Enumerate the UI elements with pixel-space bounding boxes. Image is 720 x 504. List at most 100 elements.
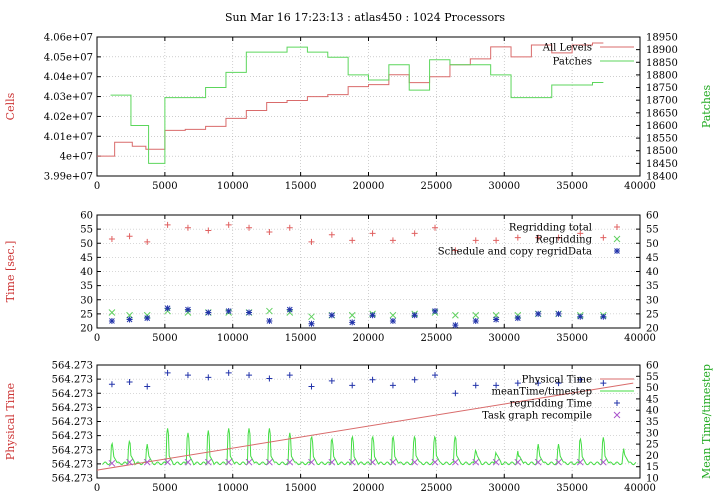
- y-tick-label-right: 50: [646, 239, 659, 250]
- regridding-time-point: [514, 380, 521, 387]
- data-point: [108, 317, 115, 324]
- x-tick-label: 10000: [217, 483, 249, 494]
- data-point: [472, 317, 479, 324]
- data-point: [308, 238, 315, 245]
- legend-label: Regridding total: [509, 223, 592, 234]
- data-point: [452, 322, 459, 329]
- task-graph-point: [492, 458, 500, 466]
- y-tick-label-left: 35: [80, 281, 93, 292]
- x-tick-label: 30000: [488, 333, 520, 344]
- regridding-time-point: [205, 374, 212, 381]
- data-point: [246, 309, 253, 316]
- y-tick-label-left: 564.273: [52, 389, 93, 400]
- legend-label: regridding Time: [510, 399, 592, 410]
- data-point: [514, 234, 521, 241]
- regridding-time-point: [555, 380, 562, 387]
- plot-frame: [96, 364, 641, 479]
- y-tick-label-left: 4.05e+07: [44, 52, 93, 63]
- mean-time-series-line: [102, 428, 637, 466]
- regridding-time-point: [600, 380, 607, 387]
- task-graph-point: [108, 459, 116, 467]
- legend-label: Regridding: [535, 235, 592, 246]
- y-tick-label-left: 20: [80, 324, 93, 335]
- x-tick-label: 0: [94, 483, 100, 494]
- y-tick-label-left: 4.03e+07: [44, 92, 93, 103]
- legend-label: Patches: [553, 57, 592, 68]
- task-graph-point: [184, 458, 192, 466]
- y-tick-label-left: 60: [80, 211, 93, 222]
- data-point: [577, 230, 584, 237]
- figure-title: Sun Mar 16 17:23:13 : atlas450 : 1024 Pr…: [225, 11, 505, 24]
- data-point: [369, 230, 376, 237]
- data-point: [389, 237, 396, 244]
- data-point: [246, 224, 253, 231]
- task-graph-point: [431, 458, 439, 466]
- y-axis-label-right: Patches: [700, 85, 713, 129]
- y-tick-label-left: 564.273: [52, 459, 93, 470]
- data-point: [328, 312, 335, 319]
- y-tick-label-right: 35: [646, 417, 659, 428]
- task-graph-point: [514, 458, 522, 466]
- regridding-time-point: [389, 382, 396, 389]
- x-tick-label: 20000: [353, 181, 385, 192]
- x-tick-label: 40000: [624, 181, 656, 192]
- regridding-time-point: [144, 383, 151, 390]
- y-tick-label-right: 25: [646, 309, 659, 320]
- x-tick-label: 5000: [152, 333, 177, 344]
- y-tick-label-right: 18550: [646, 134, 678, 145]
- y-tick-label-right: 20: [646, 324, 659, 335]
- y-tick-label-left: 564.273: [52, 403, 93, 414]
- x-tick-label: 5000: [152, 181, 177, 192]
- task-graph-point: [452, 458, 459, 466]
- x-tick-label: 40000: [624, 333, 656, 344]
- y-axis-label-left: Cells: [4, 92, 17, 120]
- regridding-time-point: [472, 382, 479, 389]
- data-point: [266, 317, 273, 324]
- y-tick-label-right: 15: [646, 462, 659, 473]
- y-axis-label-right: Mean Time/timestep: [700, 364, 713, 479]
- legend-label: Task graph recompile: [482, 411, 592, 422]
- data-point: [452, 247, 459, 254]
- y-tick-label-left: 4e+07: [60, 152, 93, 163]
- task-graph-point: [348, 458, 356, 466]
- data-point: [126, 233, 133, 240]
- legend-marker-swatch: [614, 400, 620, 406]
- physical-time-panel: 0 5000 10000 15000 20000 25000 30000 35000 40000…: [4, 361, 713, 495]
- data-point: [411, 230, 418, 237]
- legend-marker-swatch: [614, 248, 620, 254]
- regridding-time-point: [328, 377, 335, 384]
- y-tick-label-left: 564.273: [52, 417, 93, 428]
- data-point: [328, 231, 335, 238]
- data-point: [108, 236, 115, 243]
- task-graph-point: [204, 458, 212, 466]
- data-point: [389, 311, 397, 319]
- y-tick-label-right: 25: [646, 440, 659, 451]
- y-tick-label-left: 4.04e+07: [44, 72, 93, 83]
- y-tick-label-right: 60: [646, 211, 659, 222]
- y-tick-label-left: 564.273: [52, 431, 93, 442]
- data-point: [164, 305, 171, 312]
- data-point: [308, 320, 315, 327]
- task-graph-point: [126, 458, 133, 466]
- regridding-time-point: [349, 382, 356, 389]
- regridding-time-point: [246, 372, 253, 379]
- legend-marker-swatch: [614, 224, 620, 230]
- y-tick-label-right: 18500: [646, 146, 678, 157]
- task-graph-point: [411, 458, 419, 466]
- data-point: [411, 312, 418, 319]
- y-tick-label-left: 25: [80, 309, 93, 320]
- legend-label: All Levels: [542, 43, 592, 54]
- legend-label: Schedule and copy regridData: [438, 247, 592, 258]
- data-point: [144, 315, 151, 322]
- y-tick-label-right: 18950: [646, 33, 678, 44]
- y-tick-label-right: 40: [646, 267, 659, 278]
- y-tick-label-left: 4.02e+07: [44, 112, 93, 123]
- task-graph-point: [286, 458, 294, 466]
- y-tick-label-left: 564.273: [52, 445, 93, 456]
- y-tick-label-right: 45: [646, 253, 659, 264]
- data-point: [225, 308, 232, 315]
- data-point: [286, 224, 293, 231]
- data-point: [349, 237, 356, 244]
- physical-time-series-line: [96, 382, 634, 471]
